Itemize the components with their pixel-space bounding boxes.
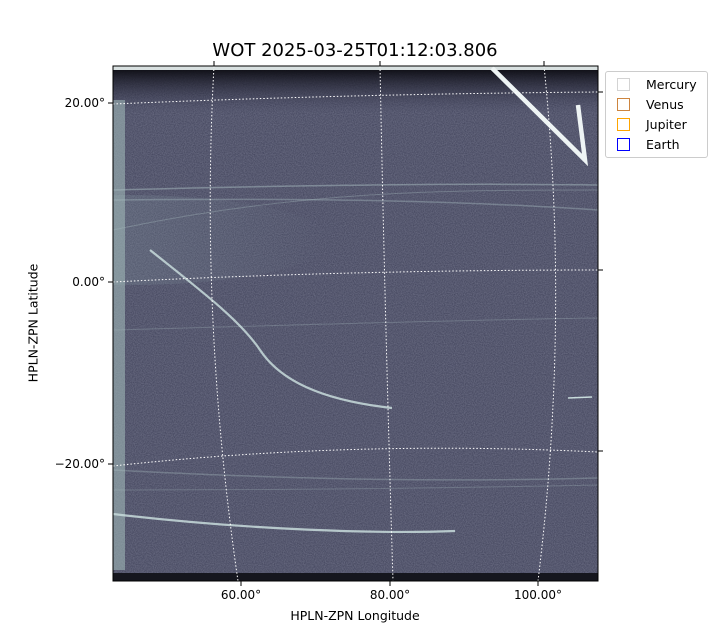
y-tick-label: 20.00° [64,96,105,110]
ticks [108,61,603,586]
legend-swatch [617,117,630,131]
legend-swatch [617,77,630,91]
legend-label: Jupiter [646,116,687,132]
legend-label: Mercury [646,76,697,92]
streaks [113,66,598,534]
x-tick-label: 100.00° [514,588,562,602]
legend-item-jupiter: Jupiter [617,114,687,134]
grid-lines [113,66,598,581]
legend-item-venus: Venus [617,94,684,114]
y-tick-label: −20.00° [54,457,105,471]
legend-item-earth: Earth [617,134,680,154]
axes-frame [112,65,599,582]
x-tick-label: 60.00° [220,588,262,602]
y-axis-label: HPLN-ZPN Latitude [25,263,41,383]
x-tick-label: 80.00° [369,588,411,602]
legend-label: Venus [646,96,684,112]
legend-label: Earth [646,136,680,152]
legend-item-mercury: Mercury [617,74,697,94]
legend-swatch [617,137,630,151]
x-axis-label: HPLN-ZPN Longitude [290,608,420,623]
chart-title: WOT 2025-03-25T01:12:03.806 [212,40,498,61]
legend-swatch [617,97,630,111]
legend: Mercury Venus Jupiter Earth [605,71,708,158]
y-tick-label: 0.00° [72,275,105,289]
